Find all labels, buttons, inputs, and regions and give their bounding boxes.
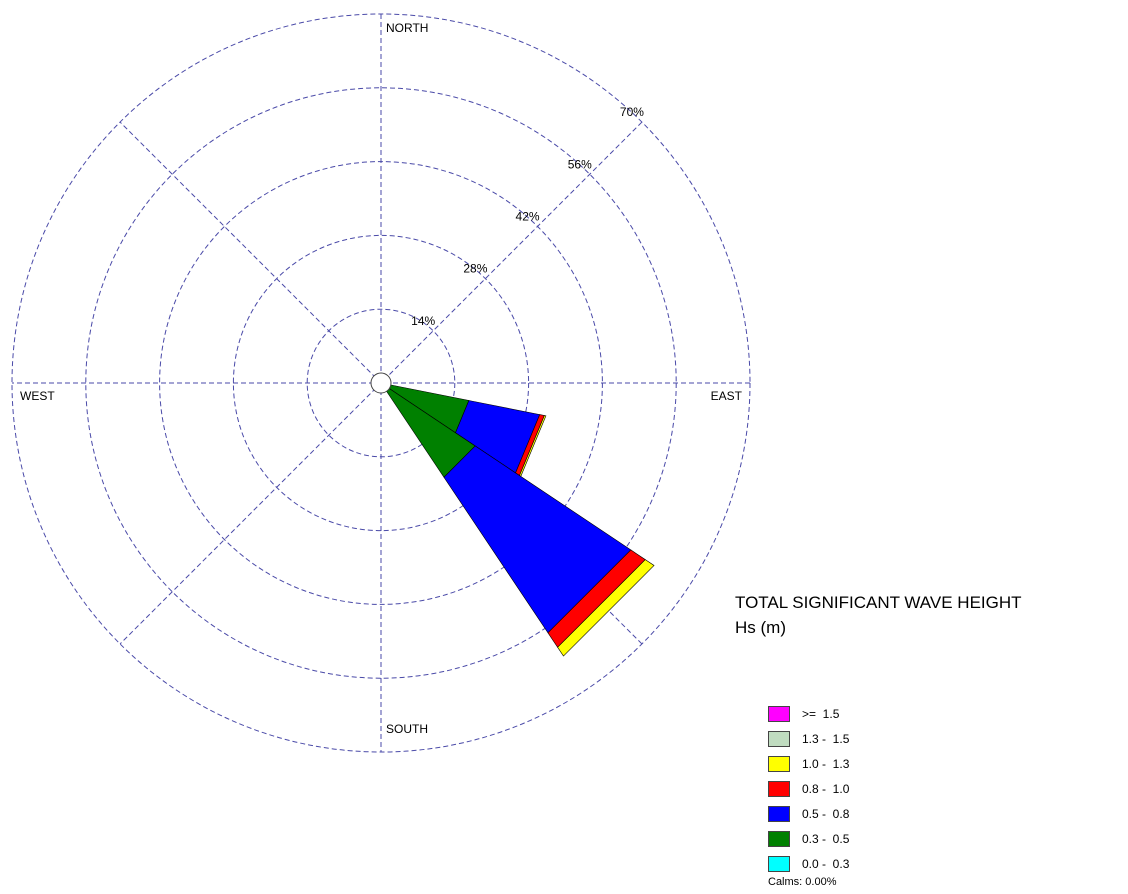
legend-item: 1.3 - 1.5 bbox=[768, 726, 849, 751]
legend-item: 0.0 - 0.3 bbox=[768, 851, 849, 876]
legend: >= 1.5 1.3 - 1.5 1.0 - 1.3 0.8 - 1.0 0.5 - 0… bbox=[768, 701, 849, 876]
petal-2-bin-5 bbox=[557, 559, 655, 657]
legend-item: 1.0 - 1.3 bbox=[768, 751, 849, 776]
legend-swatch bbox=[768, 830, 790, 847]
legend-label: 0.8 - 1.0 bbox=[802, 781, 850, 796]
legend-title: TOTAL SIGNIFICANT WAVE HEIGHT Hs (m) bbox=[735, 590, 1022, 640]
ring-label-2: 28% bbox=[463, 262, 487, 276]
legend-label: >= 1.5 bbox=[802, 706, 840, 721]
ring-label-5: 70% bbox=[620, 105, 644, 119]
legend-item: 0.8 - 1.0 bbox=[768, 776, 849, 801]
legend-title-line-2: Hs (m) bbox=[735, 618, 786, 637]
legend-label: 0.3 - 0.5 bbox=[802, 831, 850, 846]
calms-label: Calms: 0.00% bbox=[768, 876, 837, 888]
direction-label-south: SOUTH bbox=[386, 722, 428, 736]
rose-labels: 14% 28% 42% 56% 70% NORTH EAST SOUTH WEST bbox=[20, 21, 743, 736]
direction-label-north: NORTH bbox=[386, 21, 428, 35]
legend-label: 0.5 - 0.8 bbox=[802, 806, 850, 821]
ring-2 bbox=[232, 234, 530, 532]
legend-swatch bbox=[768, 780, 790, 797]
ring-label-3: 42% bbox=[516, 209, 540, 223]
legend-label: 1.0 - 1.3 bbox=[802, 756, 850, 771]
legend-label: 0.0 - 0.3 bbox=[802, 856, 850, 871]
ring-label-4: 56% bbox=[568, 157, 592, 171]
legend-swatch bbox=[768, 805, 790, 822]
legend-swatch bbox=[768, 730, 790, 747]
legend-swatch bbox=[768, 755, 790, 772]
legend-item: 0.5 - 0.8 bbox=[768, 801, 849, 826]
legend-item: >= 1.5 bbox=[768, 701, 849, 726]
legend-swatch bbox=[768, 705, 790, 722]
ring-label-1: 14% bbox=[411, 314, 435, 328]
rose-petals bbox=[370, 372, 655, 657]
legend-swatch bbox=[768, 855, 790, 872]
legend-label: 1.3 - 1.5 bbox=[802, 731, 850, 746]
direction-label-west: WEST bbox=[20, 389, 55, 403]
direction-label-east: EAST bbox=[711, 389, 743, 403]
legend-title-line-1: TOTAL SIGNIFICANT WAVE HEIGHT bbox=[735, 593, 1022, 612]
calm-circle bbox=[370, 372, 392, 394]
legend-item: 0.3 - 0.5 bbox=[768, 826, 849, 851]
